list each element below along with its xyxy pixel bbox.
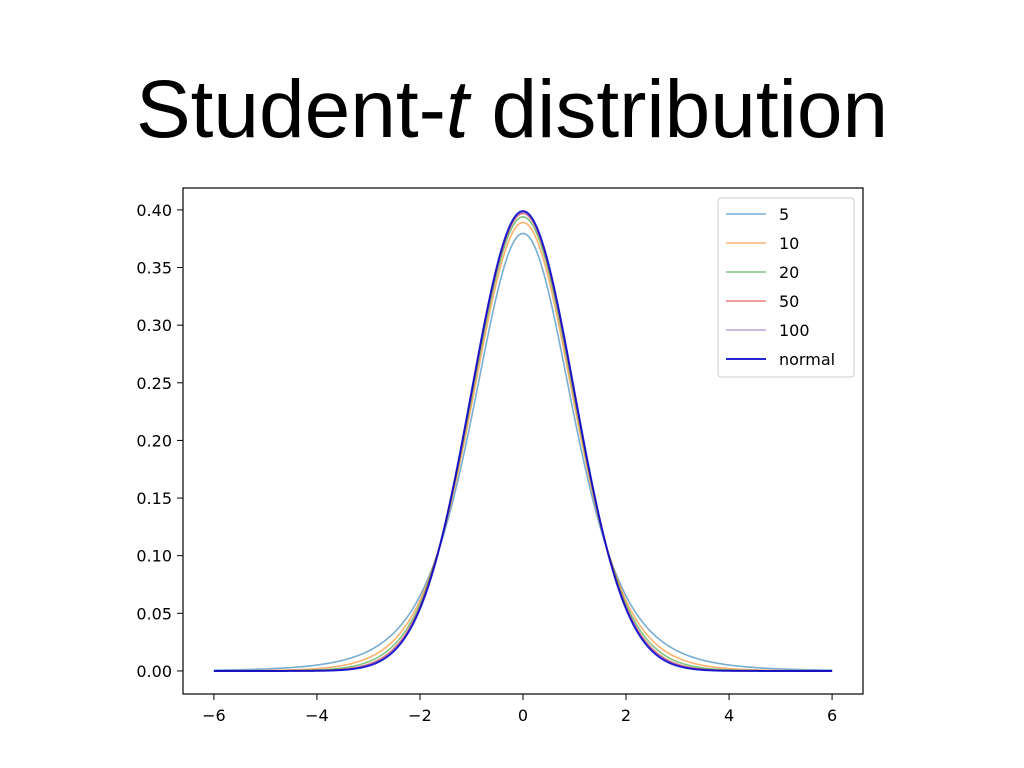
- title-suffix: distribution: [468, 64, 889, 155]
- legend-label: 100: [779, 321, 810, 340]
- y-tick-label: 0.30: [136, 316, 172, 335]
- legend: 5 10 20 50 100 normal: [717, 197, 855, 378]
- y-tick-label: 0.25: [136, 374, 172, 393]
- y-tick-label: 0.00: [136, 662, 172, 681]
- x-tick-label: 2: [621, 706, 631, 725]
- y-tick-label: 0.20: [136, 431, 172, 450]
- series-line-5: [213, 232, 833, 671]
- y-tick-label: 0.40: [136, 201, 172, 220]
- legend-label: 50: [779, 292, 799, 311]
- y-tick-label: 0.05: [136, 604, 172, 623]
- y-tick-label: 0.35: [136, 259, 172, 278]
- title-italic-t: t: [445, 64, 469, 155]
- plot-lines: [213, 210, 833, 672]
- series-line-normal: [213, 210, 833, 672]
- x-tick-label: −4: [305, 706, 329, 725]
- series-line-10: [213, 221, 833, 672]
- x-tick-label: 0: [518, 706, 528, 725]
- legend-label: 5: [779, 205, 789, 224]
- legend-label: 10: [779, 234, 799, 253]
- x-axis: −6 −4 −2 0 2 4 6: [202, 694, 837, 725]
- y-axis: 0.00 0.05 0.10 0.15 0.20 0.25 0.30 0.35 0.40: [136, 201, 183, 681]
- y-tick-label: 0.10: [136, 547, 172, 566]
- x-tick-label: 6: [827, 706, 837, 725]
- x-tick-label: −2: [408, 706, 432, 725]
- y-tick-label: 0.15: [136, 489, 172, 508]
- title-prefix: Student-: [135, 64, 446, 155]
- x-tick-label: −6: [202, 706, 226, 725]
- legend-label: 20: [779, 263, 799, 282]
- x-tick-label: 4: [724, 706, 734, 725]
- slide-title: Student-t distribution: [0, 62, 1024, 158]
- legend-label: normal: [779, 350, 835, 369]
